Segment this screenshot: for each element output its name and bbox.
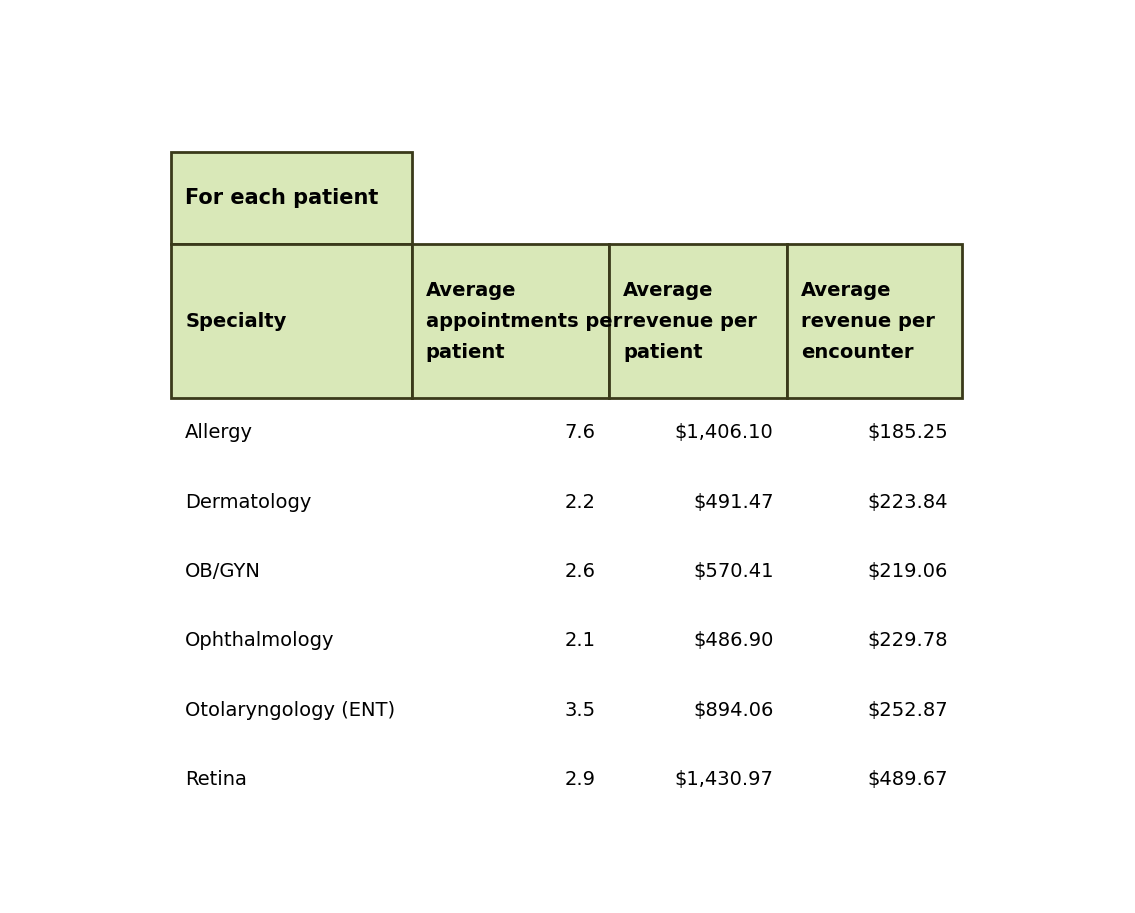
- Bar: [609, 245, 788, 398]
- Text: Dermatology: Dermatology: [185, 493, 312, 512]
- Text: $491.47: $491.47: [693, 493, 773, 512]
- Text: Otolaryngology (ENT): Otolaryngology (ENT): [185, 700, 395, 719]
- Text: 7.6: 7.6: [564, 424, 595, 443]
- Text: 2.9: 2.9: [564, 770, 595, 789]
- Text: 2.6: 2.6: [564, 562, 595, 581]
- Text: 2.1: 2.1: [564, 632, 595, 650]
- Text: For each patient: For each patient: [185, 188, 379, 208]
- Text: 2.2: 2.2: [564, 493, 595, 512]
- Text: Average
appointments per
patient: Average appointments per patient: [426, 281, 622, 362]
- Text: $489.67: $489.67: [867, 770, 948, 789]
- Text: Allergy: Allergy: [185, 424, 253, 443]
- Text: $229.78: $229.78: [867, 632, 948, 650]
- Text: OB/GYN: OB/GYN: [185, 562, 261, 581]
- Text: Retina: Retina: [185, 770, 247, 789]
- Text: $223.84: $223.84: [867, 493, 948, 512]
- Text: $1,406.10: $1,406.10: [674, 424, 773, 443]
- Text: $1,430.97: $1,430.97: [674, 770, 773, 789]
- Text: 3.5: 3.5: [564, 700, 595, 719]
- Text: Specialty: Specialty: [185, 312, 287, 331]
- Text: Average
revenue per
patient: Average revenue per patient: [623, 281, 757, 362]
- Text: $252.87: $252.87: [867, 700, 948, 719]
- Text: $185.25: $185.25: [867, 424, 948, 443]
- Text: $219.06: $219.06: [867, 562, 948, 581]
- Text: Ophthalmology: Ophthalmology: [185, 632, 335, 650]
- Bar: [788, 245, 961, 398]
- Text: $894.06: $894.06: [693, 700, 773, 719]
- Text: $570.41: $570.41: [693, 562, 773, 581]
- Bar: [412, 245, 609, 398]
- Bar: [171, 245, 412, 398]
- Text: Average
revenue per
encounter: Average revenue per encounter: [801, 281, 935, 362]
- Bar: [171, 152, 412, 245]
- Text: $486.90: $486.90: [693, 632, 773, 650]
